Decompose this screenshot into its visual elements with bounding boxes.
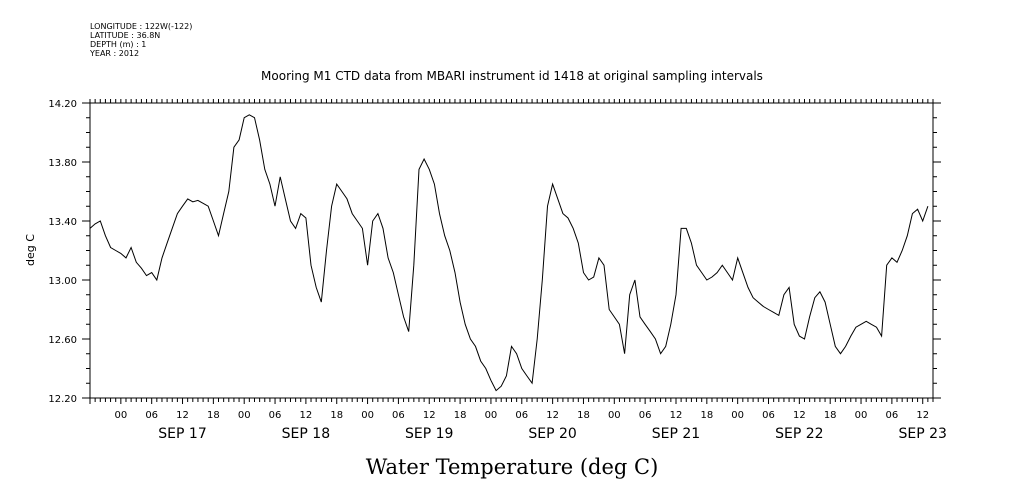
y-tick-label: 14.20: [48, 99, 77, 110]
x-hour-label: 18: [207, 410, 220, 421]
x-hour-label: 18: [454, 410, 467, 421]
x-hour-label: 00: [731, 410, 744, 421]
x-day-label: SEP 21: [652, 426, 700, 442]
x-axis-label: Water Temperature (deg C): [366, 455, 659, 479]
chart-title: Mooring M1 CTD data from MBARI instrumen…: [261, 69, 763, 83]
x-day-label: SEP 23: [898, 426, 946, 442]
x-hour-label: 06: [886, 410, 899, 421]
x-hour-label: 00: [238, 410, 251, 421]
x-hour-label: 12: [423, 410, 436, 421]
x-hour-label: 12: [670, 410, 683, 421]
x-hour-label: 06: [392, 410, 405, 421]
x-hour-label: 18: [824, 410, 837, 421]
y-tick-label: 13.40: [48, 217, 77, 228]
x-hour-label: 00: [361, 410, 374, 421]
series-line-water-temperature: [89, 114, 929, 392]
x-hour-label: 12: [300, 410, 313, 421]
x-hour-label: 12: [916, 410, 929, 421]
x-hour-label: 06: [269, 410, 282, 421]
y-tick-labels: 12.20 12.60 13.00 13.40 13.80 14.20: [48, 99, 77, 405]
y-tick-label: 13.80: [48, 158, 77, 169]
x-hour-label: 12: [546, 410, 559, 421]
meta-year: YEAR : 2012: [90, 49, 140, 58]
x-hour-label: 00: [855, 410, 868, 421]
x-hour-label: 12: [793, 410, 806, 421]
y-axis-label: deg C: [24, 234, 37, 266]
x-day-label: SEP 18: [282, 426, 330, 442]
y-tick-label: 13.00: [48, 276, 77, 287]
x-hour-label: 00: [114, 410, 127, 421]
x-hour-label: 00: [608, 410, 621, 421]
x-hour-label: 00: [485, 410, 498, 421]
x-hour-label: 06: [515, 410, 528, 421]
axis-ticks: [82, 99, 941, 404]
x-hour-label: 06: [762, 410, 775, 421]
x-hour-label: 18: [330, 410, 343, 421]
x-hour-label: 18: [577, 410, 590, 421]
meta-depth: DEPTH (m) : 1: [90, 40, 147, 49]
x-day-label: SEP 17: [158, 426, 206, 442]
meta-latitude: LATITUDE : 36.8N: [90, 31, 161, 40]
x-hour-label: 06: [639, 410, 652, 421]
x-hour-label: 06: [145, 410, 158, 421]
plot-frame: [89, 102, 934, 399]
x-day-label: SEP 19: [405, 426, 453, 442]
x-hour-label: 12: [176, 410, 189, 421]
x-tick-labels: 00 06 12 18 00 06 12 18 00 06 12 18 00 06 12 18 00 06 12 18…: [114, 410, 946, 442]
x-hour-label: 18: [700, 410, 713, 421]
metadata-block: LONGITUDE : 122W(-122) LATITUDE : 36.8N …: [90, 22, 192, 58]
meta-longitude: LONGITUDE : 122W(-122): [90, 22, 193, 31]
y-tick-label: 12.60: [48, 335, 77, 346]
x-day-label: SEP 22: [775, 426, 823, 442]
x-day-label: SEP 20: [528, 426, 576, 442]
y-tick-label: 12.20: [48, 394, 77, 405]
